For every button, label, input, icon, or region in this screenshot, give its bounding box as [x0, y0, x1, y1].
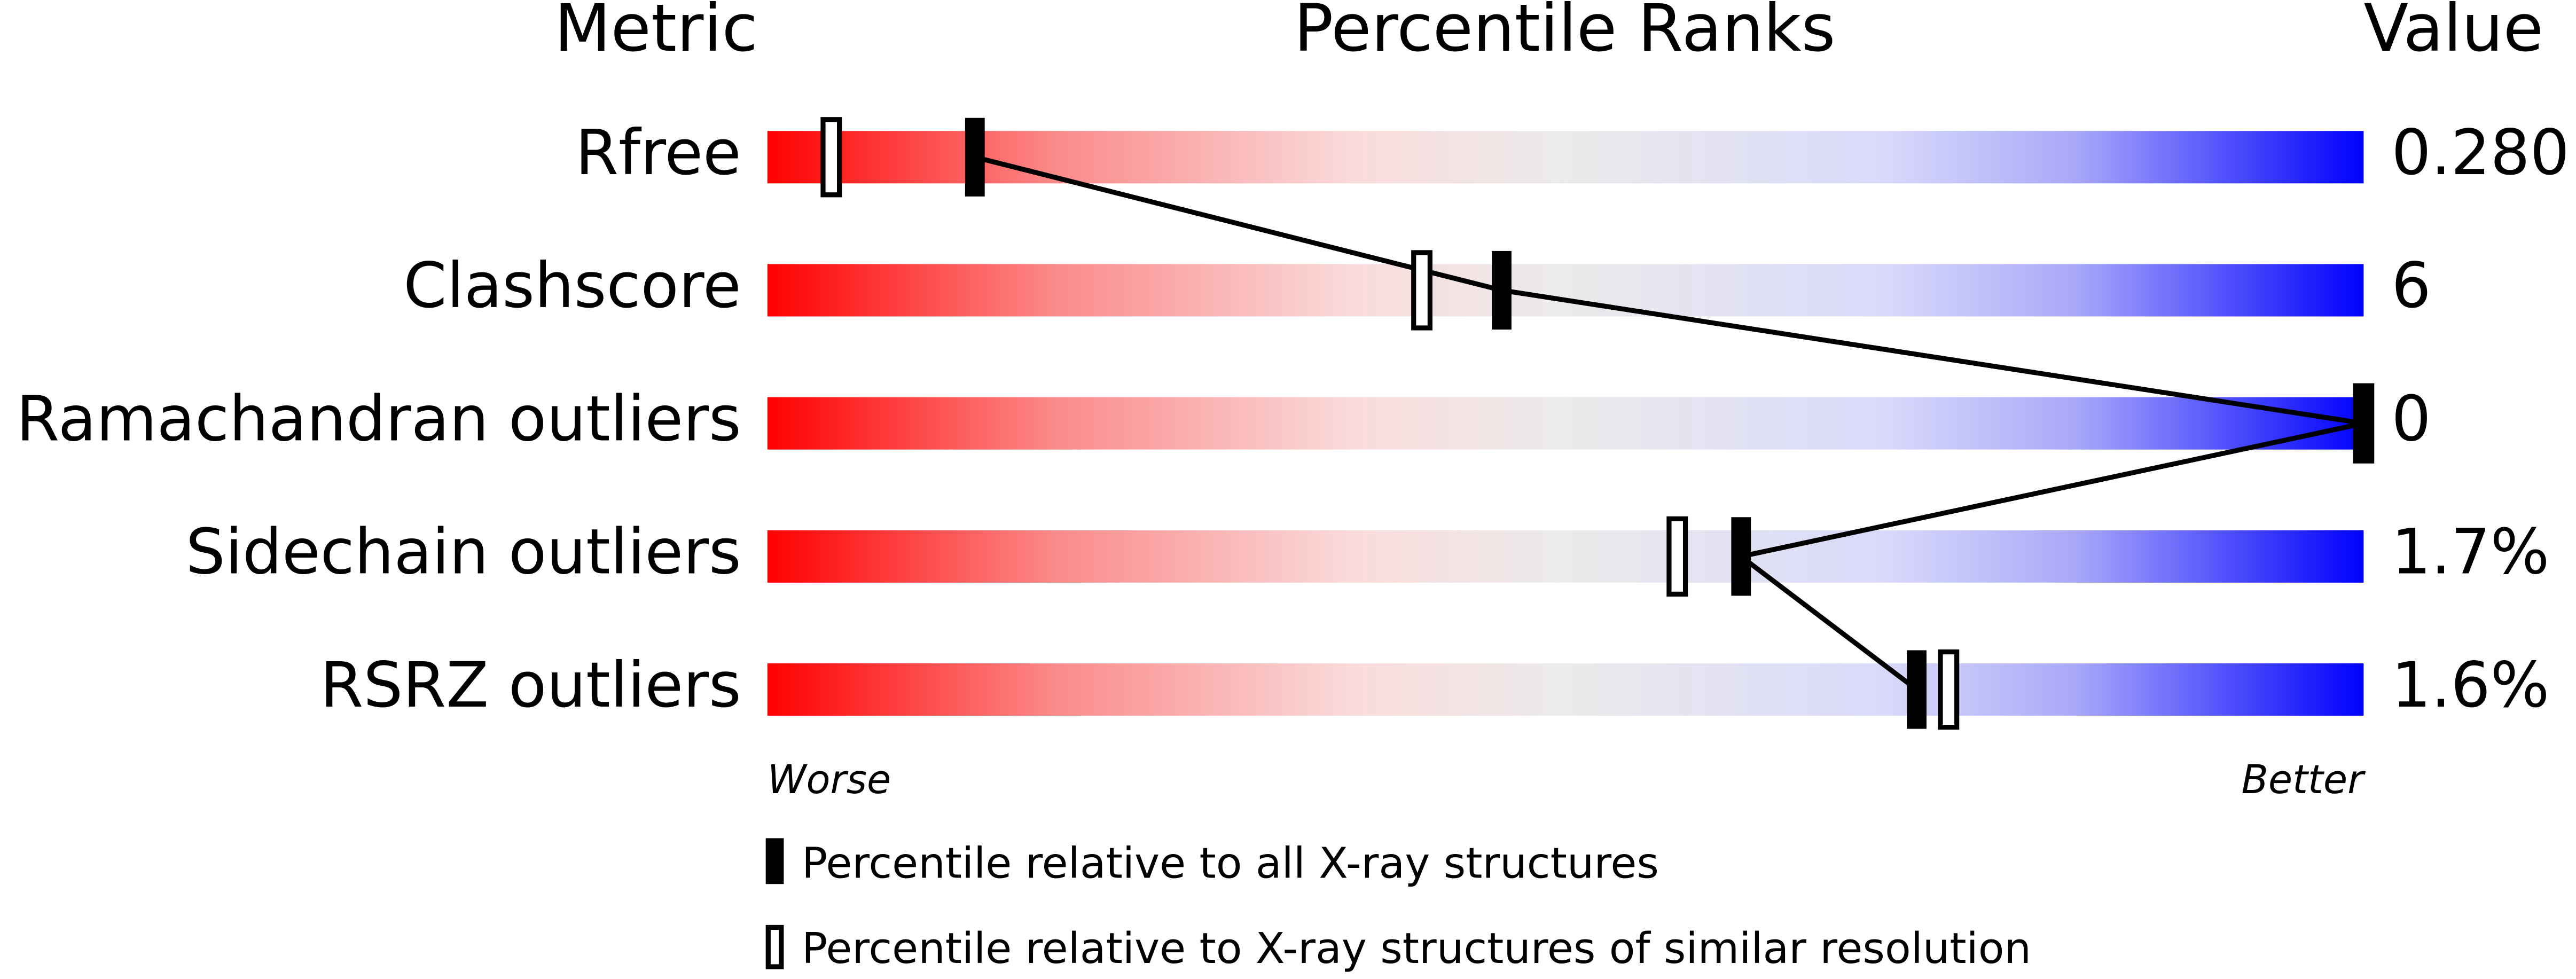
similar-marker — [1666, 516, 1688, 597]
metric-value: 6 — [2391, 250, 2431, 322]
metric-value: 1.6% — [2391, 649, 2549, 722]
better-label: Better — [2241, 757, 2366, 803]
legend: Percentile relative to all X-ray structu… — [765, 838, 2031, 973]
metric-label: RSRZ outliers — [320, 649, 741, 722]
metric-value: 1.7% — [2391, 516, 2549, 589]
slider-bar — [767, 131, 2364, 184]
metric-label: Rfree — [575, 117, 741, 189]
legend-swatch-similar — [765, 925, 784, 969]
similar-marker — [1938, 649, 1960, 730]
metric-value: 0.280 — [2391, 117, 2569, 189]
all-marker — [1907, 650, 1927, 729]
slider-bar — [767, 397, 2364, 450]
sliders: Rfree 0.280 Clashscore 6 Ramachandran outlie… — [16, 117, 2569, 722]
markers — [820, 117, 2375, 730]
metric-label: Sidechain outliers — [186, 516, 741, 589]
worse-label: Worse — [768, 757, 891, 803]
all-marker — [1492, 250, 1512, 330]
legend-label: Percentile relative to X-ray structures … — [802, 923, 2031, 973]
all-marker — [965, 118, 985, 197]
metric-value: 0 — [2391, 383, 2431, 455]
similar-marker — [1411, 250, 1433, 331]
all-marker — [2353, 384, 2374, 463]
metric-label: Clashscore — [403, 250, 741, 322]
legend-swatch-all — [765, 838, 784, 884]
legend-label: Percentile relative to all X-ray structu… — [802, 838, 1659, 888]
header-metric: Metric — [554, 0, 758, 66]
slider-bar — [767, 264, 2364, 317]
slider-bar — [767, 663, 2364, 716]
slider-bar — [767, 530, 2364, 583]
similar-marker — [820, 117, 842, 198]
metric-label: Ramachandran outliers — [16, 383, 741, 455]
header-value: Value — [2363, 0, 2543, 66]
header-percentile: Percentile Ranks — [1294, 0, 1836, 66]
all-marker — [1731, 517, 1751, 596]
